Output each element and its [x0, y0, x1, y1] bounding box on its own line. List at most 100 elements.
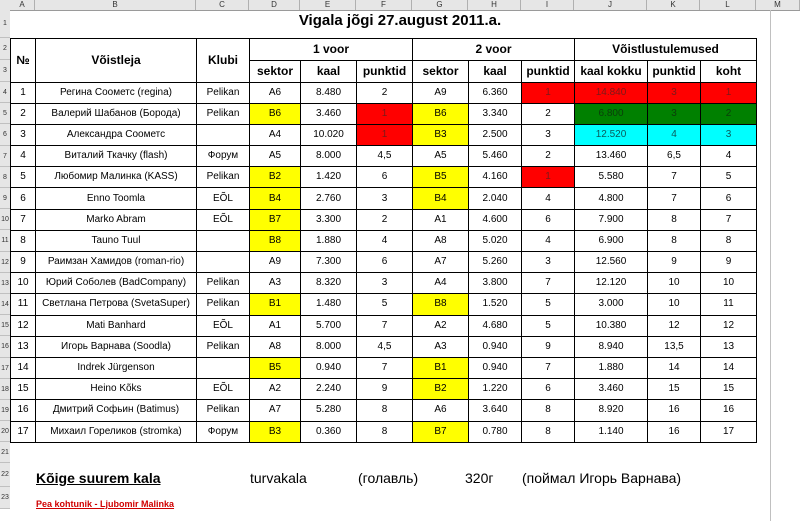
total-points-cell[interactable]: 7	[647, 187, 701, 210]
competitor-name-cell[interactable]: Михаил Гореликов (stromka)	[35, 420, 197, 443]
kaal-2-cell[interactable]: 1.520	[468, 293, 522, 316]
competitor-name-cell[interactable]: Heino Kõks	[35, 378, 197, 401]
row-number-cell[interactable]: 6	[10, 187, 36, 210]
place-cell[interactable]: 16	[700, 399, 757, 422]
sektor-1-cell[interactable]: B3	[249, 420, 301, 443]
row-header[interactable]: 3	[0, 60, 10, 82]
total-weight-cell[interactable]: 5.580	[574, 166, 648, 189]
column-header-e[interactable]: E	[300, 0, 356, 10]
sektor-2-cell[interactable]: A5	[412, 145, 469, 168]
competitor-name-cell[interactable]: Светлана Петрова (SvetaSuper)	[35, 293, 197, 316]
row-header[interactable]: 6	[0, 124, 10, 146]
kaal-2-cell[interactable]: 3.640	[468, 399, 522, 422]
kaal-1-cell[interactable]: 5.280	[300, 399, 357, 422]
sektor-1-cell[interactable]: A1	[249, 314, 301, 337]
competitor-name-cell[interactable]: Валерий Шабанов (Борода)	[35, 102, 197, 125]
kaal-1-cell[interactable]: 3.460	[300, 102, 357, 125]
sektor-1-cell[interactable]: B6	[249, 102, 301, 125]
sektor-2-cell[interactable]: B2	[412, 378, 469, 401]
punktid-1-cell[interactable]: 7	[356, 356, 413, 380]
sektor-1-cell[interactable]: B5	[249, 356, 301, 380]
sektor-1-cell[interactable]: A8	[249, 335, 301, 358]
punktid-1-cell[interactable]: 3	[356, 187, 413, 210]
row-number-cell[interactable]: 3	[10, 123, 36, 147]
kaal-2-cell[interactable]: 5.260	[468, 250, 522, 274]
club-name-cell[interactable]	[196, 250, 250, 274]
total-points-cell[interactable]: 7	[647, 166, 701, 189]
sektor-1-cell[interactable]: A4	[249, 123, 301, 147]
row-number-cell[interactable]: 15	[10, 378, 36, 401]
punktid-2-cell[interactable]: 8	[521, 399, 575, 422]
total-weight-cell[interactable]: 1.140	[574, 420, 648, 443]
club-name-cell[interactable]	[196, 356, 250, 380]
total-points-cell[interactable]: 4	[647, 123, 701, 147]
row-header[interactable]: 20	[0, 421, 10, 443]
sektor-1-cell[interactable]: A9	[249, 250, 301, 274]
kaal-2-cell[interactable]: 2.500	[468, 123, 522, 147]
club-name-cell[interactable]: EÕL	[196, 378, 250, 401]
place-cell[interactable]: 14	[700, 356, 757, 380]
row-number-cell[interactable]: 10	[10, 272, 36, 295]
row-header[interactable]: 8	[0, 166, 10, 188]
punktid-2-cell[interactable]: 3	[521, 250, 575, 274]
place-cell[interactable]: 4	[700, 145, 757, 168]
sektor-2-cell[interactable]: B3	[412, 123, 469, 147]
kaal-2-cell[interactable]: 2.040	[468, 187, 522, 210]
kaal-1-cell[interactable]: 1.480	[300, 293, 357, 316]
sektor-1-cell[interactable]: A5	[249, 145, 301, 168]
sektor-2-cell[interactable]: B7	[412, 420, 469, 443]
row-number-cell[interactable]: 7	[10, 208, 36, 231]
kaal-1-cell[interactable]: 0.940	[300, 356, 357, 380]
punktid-2-cell[interactable]: 6	[521, 378, 575, 401]
punktid-1-cell[interactable]: 3	[356, 272, 413, 295]
row-number-cell[interactable]: 17	[10, 420, 36, 443]
column-header-h[interactable]: H	[468, 0, 521, 10]
total-weight-cell[interactable]: 14.840	[574, 81, 648, 104]
kaal-1-cell[interactable]: 8.000	[300, 145, 357, 168]
row-header[interactable]: 1	[0, 10, 10, 38]
row-number-cell[interactable]: 5	[10, 166, 36, 189]
total-points-cell[interactable]: 14	[647, 356, 701, 380]
punktid-2-cell[interactable]: 2	[521, 145, 575, 168]
column-header-f[interactable]: F	[356, 0, 412, 10]
total-weight-cell[interactable]: 10.380	[574, 314, 648, 337]
punktid-1-cell[interactable]: 5	[356, 293, 413, 316]
kaal-2-cell[interactable]: 0.780	[468, 420, 522, 443]
punktid-2-cell[interactable]: 7	[521, 272, 575, 295]
club-name-cell[interactable]: Форум	[196, 145, 250, 168]
total-points-cell[interactable]: 12	[647, 314, 701, 337]
sektor-2-cell[interactable]: B8	[412, 293, 469, 316]
club-name-cell[interactable]: Форум	[196, 420, 250, 443]
total-weight-cell[interactable]: 8.920	[574, 399, 648, 422]
kaal-2-cell[interactable]: 0.940	[468, 335, 522, 358]
punktid-1-cell[interactable]: 7	[356, 314, 413, 337]
total-points-cell[interactable]: 8	[647, 208, 701, 231]
kaal-1-cell[interactable]: 2.760	[300, 187, 357, 210]
competitor-name-cell[interactable]: Mati Banhard	[35, 314, 197, 337]
sektor-2-cell[interactable]: B4	[412, 187, 469, 210]
sektor-2-cell[interactable]: A1	[412, 208, 469, 231]
row-header[interactable]: 23	[0, 487, 10, 510]
kaal-1-cell[interactable]: 5.700	[300, 314, 357, 337]
row-header[interactable]: 12	[0, 251, 10, 273]
row-header[interactable]: 22	[0, 463, 10, 488]
punktid-2-cell[interactable]: 4	[521, 229, 575, 253]
column-header-d[interactable]: D	[249, 0, 300, 10]
row-header[interactable]: 9	[0, 188, 10, 210]
total-weight-cell[interactable]: 12.120	[574, 272, 648, 295]
row-header[interactable]: 5	[0, 103, 10, 125]
sektor-1-cell[interactable]: A6	[249, 81, 301, 104]
punktid-1-cell[interactable]: 2	[356, 81, 413, 104]
punktid-2-cell[interactable]: 5	[521, 314, 575, 337]
punktid-1-cell[interactable]: 6	[356, 166, 413, 189]
column-header-i[interactable]: I	[521, 0, 574, 10]
kaal-2-cell[interactable]: 1.220	[468, 378, 522, 401]
place-cell[interactable]: 1	[700, 81, 757, 104]
total-points-cell[interactable]: 15	[647, 378, 701, 401]
row-number-cell[interactable]: 8	[10, 229, 36, 253]
row-number-cell[interactable]: 13	[10, 335, 36, 358]
punktid-2-cell[interactable]: 1	[521, 81, 575, 104]
punktid-2-cell[interactable]: 3	[521, 123, 575, 147]
punktid-1-cell[interactable]: 4	[356, 229, 413, 253]
kaal-1-cell[interactable]: 7.300	[300, 250, 357, 274]
